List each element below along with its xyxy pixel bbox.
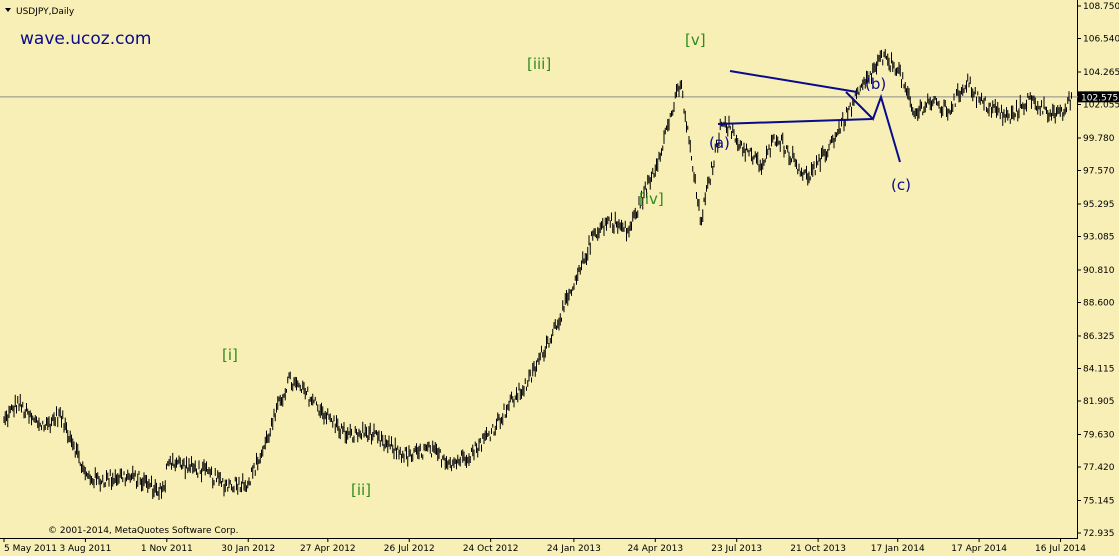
time-tick-label: 26 Jul 2012 bbox=[384, 544, 435, 554]
time-tick-label: 5 May 2011 bbox=[4, 544, 57, 554]
dropdown-arrow-icon[interactable] bbox=[5, 8, 11, 12]
time-tick-label: 1 Nov 2011 bbox=[141, 544, 193, 554]
price-axis: 108.750 106.540 104.265 102.055 99.780 97.570… bbox=[1077, 2, 1119, 539]
time-tick-label: 3 Aug 2011 bbox=[59, 544, 111, 554]
wave-label-i: [i] bbox=[222, 346, 238, 364]
time-tick-label: 16 Jul 2014 bbox=[1035, 544, 1086, 554]
time-tick-label: 24 Apr 2013 bbox=[627, 544, 683, 554]
time-tick-label: 30 Jan 2012 bbox=[221, 544, 275, 554]
price-tick-label: 77.420 bbox=[1083, 463, 1115, 473]
symbol-title: USDJPY,Daily bbox=[16, 7, 75, 17]
wave-labels: [i] [ii] [iii] [iv] [v] (a) (b) (c) bbox=[222, 31, 911, 499]
copyright-text: © 2001-2014, MetaQuotes Software Corp. bbox=[48, 526, 239, 536]
triangle-lower-line bbox=[717, 118, 873, 125]
current-price-box bbox=[1078, 91, 1119, 103]
price-tick-label: 106.540 bbox=[1083, 35, 1119, 45]
current-price-label: 102.575 bbox=[1081, 93, 1118, 103]
wave-label-b: (b) bbox=[865, 75, 886, 93]
wave-label-iv: [iv] bbox=[639, 190, 664, 208]
time-tick-label: 17 Apr 2014 bbox=[951, 544, 1007, 554]
time-tick-label: 24 Jan 2013 bbox=[547, 544, 601, 554]
price-tick-label: 75.145 bbox=[1083, 496, 1115, 506]
price-tick-label: 93.085 bbox=[1083, 233, 1115, 243]
price-tick-label: 72.935 bbox=[1083, 529, 1115, 539]
price-tick-label: 81.905 bbox=[1083, 397, 1115, 407]
price-tick-label: 88.600 bbox=[1083, 298, 1115, 308]
price-tick-label: 86.325 bbox=[1083, 332, 1115, 342]
wave-drawings bbox=[717, 70, 901, 163]
price-tick-label: 90.810 bbox=[1083, 266, 1115, 276]
time-axis: 5 May 2011 3 Aug 2011 1 Nov 2011 30 Jan 201… bbox=[3, 538, 1086, 554]
time-tick-label: 17 Jan 2014 bbox=[871, 544, 925, 554]
price-bars bbox=[3, 49, 1072, 500]
price-tick-label: 108.750 bbox=[1083, 2, 1119, 12]
wave-label-v: [v] bbox=[685, 31, 706, 49]
price-tick-label: 79.630 bbox=[1083, 430, 1115, 440]
wave-label-c: (c) bbox=[891, 176, 911, 194]
chart-title: USDJPY,Daily bbox=[5, 7, 75, 17]
price-series bbox=[3, 49, 1072, 500]
price-tick-label: 99.780 bbox=[1083, 134, 1115, 144]
price-tick-label: 102.055 bbox=[1083, 101, 1119, 111]
watermark-text: wave.ucoz.com bbox=[20, 29, 151, 49]
current-price-tag: 102.575 bbox=[1078, 91, 1119, 103]
wave-label-ii: [ii] bbox=[351, 481, 371, 499]
time-tick-label: 24 Oct 2012 bbox=[463, 544, 519, 554]
price-tick-label: 84.115 bbox=[1083, 364, 1115, 374]
triangle-upper-line bbox=[729, 70, 858, 93]
time-tick-label: 21 Oct 2013 bbox=[790, 544, 846, 554]
time-tick-label: 27 Apr 2012 bbox=[300, 544, 356, 554]
price-tick-label: 95.295 bbox=[1083, 200, 1115, 210]
price-tick-label: 97.570 bbox=[1083, 167, 1115, 177]
projection-path bbox=[845, 91, 901, 163]
wave-label-iii: [iii] bbox=[527, 55, 551, 73]
time-tick-label: 23 Jul 2013 bbox=[711, 544, 762, 554]
price-tick-label: 104.265 bbox=[1083, 68, 1119, 78]
wave-label-a: (a) bbox=[709, 134, 730, 152]
